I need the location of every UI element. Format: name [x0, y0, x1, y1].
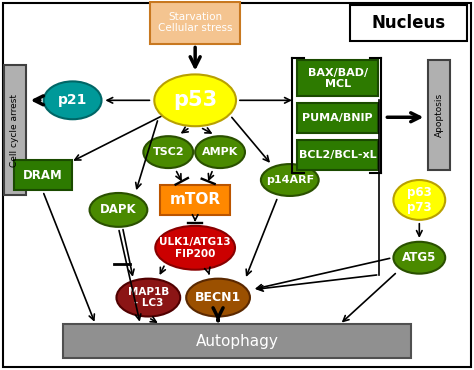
Text: Autophagy: Autophagy — [196, 334, 278, 349]
Bar — [428, 60, 450, 170]
Ellipse shape — [143, 136, 193, 168]
Text: AMPK: AMPK — [202, 147, 238, 157]
Bar — [160, 185, 230, 215]
Ellipse shape — [195, 136, 245, 168]
Bar — [4, 65, 26, 195]
Text: BCL2/BCL-xL: BCL2/BCL-xL — [299, 150, 376, 160]
Text: ULK1/ATG13
FIP200: ULK1/ATG13 FIP200 — [159, 237, 231, 259]
Text: Nucleus: Nucleus — [371, 14, 446, 31]
Bar — [63, 324, 411, 359]
Text: p14ARF: p14ARF — [266, 175, 314, 185]
Text: ATG5: ATG5 — [402, 251, 437, 264]
Text: DRAM: DRAM — [23, 169, 63, 182]
Text: PUMA/BNIP: PUMA/BNIP — [302, 113, 373, 123]
Bar — [350, 5, 467, 41]
Text: BAX/BAD/
MCL: BAX/BAD/ MCL — [308, 68, 368, 89]
Text: Starvation
Cellular stress: Starvation Cellular stress — [158, 12, 232, 33]
Ellipse shape — [261, 164, 319, 196]
Text: Apoptosis: Apoptosis — [435, 93, 444, 137]
Text: DAPK: DAPK — [100, 204, 137, 216]
Text: p63
p73: p63 p73 — [407, 186, 432, 214]
Ellipse shape — [186, 279, 250, 316]
Bar — [14, 160, 72, 190]
Bar — [297, 60, 378, 96]
Text: BECN1: BECN1 — [195, 291, 241, 304]
Bar — [297, 103, 378, 133]
Ellipse shape — [117, 279, 180, 316]
Ellipse shape — [44, 81, 101, 119]
Ellipse shape — [393, 180, 445, 220]
Bar — [150, 2, 240, 44]
Text: p53: p53 — [173, 90, 217, 110]
Ellipse shape — [393, 242, 445, 274]
Ellipse shape — [155, 74, 236, 126]
Ellipse shape — [90, 193, 147, 227]
Text: mTOR: mTOR — [170, 192, 221, 208]
Text: Cell cycle arrest: Cell cycle arrest — [10, 94, 19, 167]
Ellipse shape — [155, 226, 235, 270]
Text: p21: p21 — [58, 93, 87, 107]
Bar — [297, 140, 378, 170]
Text: MAP1B
- LC3: MAP1B - LC3 — [128, 287, 169, 308]
Text: TSC2: TSC2 — [153, 147, 184, 157]
